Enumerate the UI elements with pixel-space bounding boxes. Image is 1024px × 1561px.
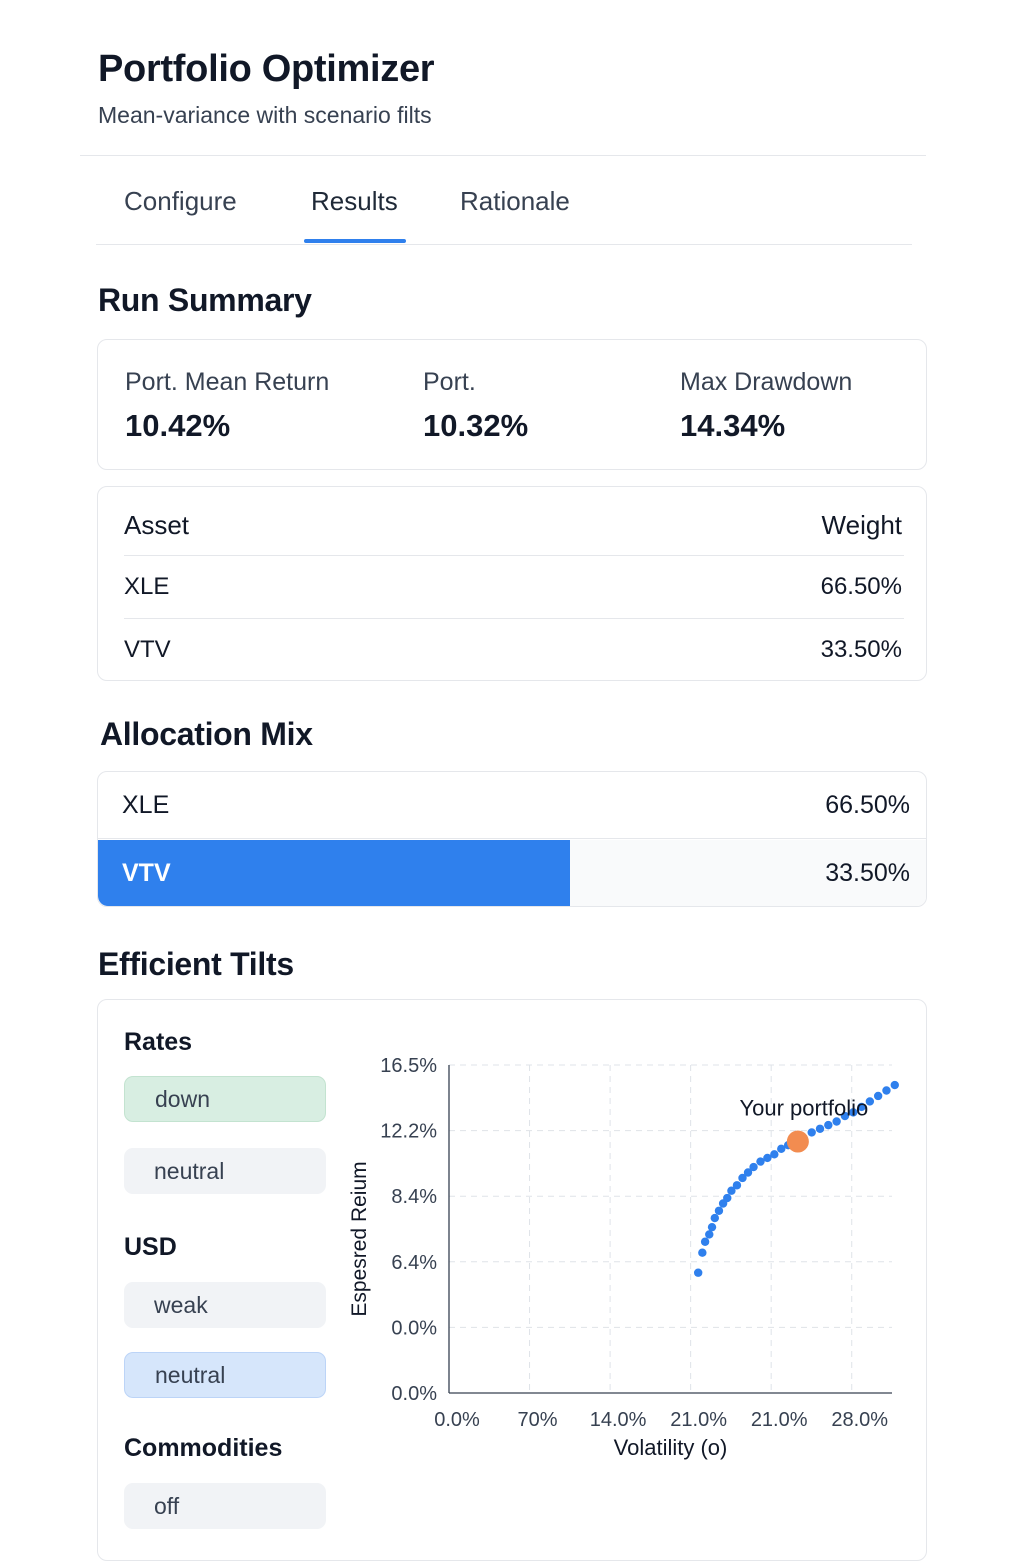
active-tab-indicator xyxy=(304,239,406,243)
frontier-point xyxy=(698,1248,707,1257)
efficient-tilts-card: Rates down neutral USD weak neutral Comm… xyxy=(97,999,927,1561)
frontier-point xyxy=(807,1128,816,1137)
tab-rationale[interactable]: Rationale xyxy=(460,186,570,216)
frontier-point xyxy=(693,1268,703,1277)
tilt-option-rates-neutral[interactable]: neutral xyxy=(124,1148,326,1194)
frontier-point xyxy=(815,1124,825,1133)
table-header-row: Asset Weight xyxy=(124,493,904,556)
x-tick-label: 70% xyxy=(518,1409,558,1431)
frontier-point xyxy=(710,1213,719,1223)
frontier-point xyxy=(770,1150,779,1159)
stat-max-drawdown-value: 14.34% xyxy=(680,408,786,443)
stat-max-drawdown-label: Max Drawdown xyxy=(680,368,853,396)
column-header-asset: Asset xyxy=(124,510,190,540)
x-tick-label: 21.0% xyxy=(670,1409,727,1431)
frontier-point xyxy=(749,1162,758,1172)
y-tick-label: 16.5% xyxy=(380,1055,437,1077)
tilt-group-commodities-title: Commodities xyxy=(124,1434,283,1462)
allocation-row-vtv: VTV 33.50% xyxy=(98,840,926,906)
frontier-point xyxy=(743,1168,753,1177)
allocation-row-xle: XLE 66.50% xyxy=(98,772,926,839)
allocation-asset-name: VTV xyxy=(122,859,171,887)
frontier-point xyxy=(849,1108,858,1117)
x-axis-title: Volatility (o) xyxy=(614,1435,728,1460)
frontier-point xyxy=(857,1102,866,1112)
page-subtitle: Mean-variance with scenario filts xyxy=(98,102,432,128)
header-divider xyxy=(80,155,926,156)
column-header-weight: Weight xyxy=(821,510,902,540)
allocation-bar-vtv xyxy=(98,840,570,906)
frontier-point xyxy=(840,1111,850,1121)
frontier-point xyxy=(824,1120,833,1130)
asset-cell: XLE xyxy=(124,573,170,600)
x-tick-label: 21.0% xyxy=(751,1409,808,1431)
stat-port-value: 10.32% xyxy=(423,408,529,443)
frontier-point xyxy=(882,1086,891,1095)
weight-cell: 33.50% xyxy=(820,636,902,663)
efficient-tilts-title: Efficient Tilts xyxy=(98,946,294,982)
your-portfolio-marker xyxy=(786,1130,809,1153)
frontier-point xyxy=(756,1157,765,1166)
allocation-asset-name: XLE xyxy=(122,791,170,819)
stat-port-label: Port. xyxy=(423,368,476,396)
frontier-point xyxy=(777,1144,786,1154)
weight-cell: 66.50% xyxy=(820,573,902,600)
frontier-point xyxy=(732,1181,742,1190)
tilt-option-usd-neutral[interactable]: neutral xyxy=(124,1352,326,1398)
x-tick-label: 28.0% xyxy=(831,1409,888,1431)
frontier-point xyxy=(865,1097,875,1106)
allocation-asset-value: 66.50% xyxy=(825,791,910,819)
frontier-point xyxy=(738,1173,747,1183)
table-row: XLE 66.50% xyxy=(124,556,904,619)
frontier-point xyxy=(890,1080,899,1090)
y-tick-label: 6.4% xyxy=(391,1252,437,1274)
weights-table: Asset Weight XLE 66.50% VTV 33.50% xyxy=(97,486,927,681)
tilt-group-usd-title: USD xyxy=(124,1233,177,1261)
stat-mean-return-label: Port. Mean Return xyxy=(125,368,330,396)
tilt-option-usd-weak[interactable]: weak xyxy=(124,1282,326,1328)
y-tick-label: 12.2% xyxy=(380,1121,437,1143)
allocation-asset-value: 33.50% xyxy=(825,859,910,887)
frontier-point xyxy=(873,1091,883,1101)
efficient-frontier-chart: 16.5% 12.2% 8.4% 6.4% 0.0% 0.0% 0.0% 70% 14.0% 21… xyxy=(348,1055,899,1460)
run-summary-card: Port. Mean Return 10.42% Port. 10.32% Ma… xyxy=(97,339,927,470)
x-tick-label: 0.0% xyxy=(434,1409,480,1431)
frontier-point xyxy=(705,1230,714,1239)
frontier-point xyxy=(707,1222,717,1232)
frontier-point xyxy=(723,1193,732,1203)
y-tick-label: 0.0% xyxy=(391,1383,437,1405)
tilt-option-commodities-off[interactable]: off xyxy=(124,1483,326,1529)
y-tick-label: 8.4% xyxy=(391,1186,437,1208)
x-tick-label: 14.0% xyxy=(590,1409,647,1431)
frontier-point xyxy=(832,1117,841,1126)
asset-cell: VTV xyxy=(124,636,171,663)
frontier-point xyxy=(714,1206,724,1215)
tab-bar: Configure Results Rationale xyxy=(96,170,912,245)
stat-mean-return-value: 10.42% xyxy=(125,408,231,443)
frontier-point xyxy=(727,1186,736,1195)
run-summary-title: Run Summary xyxy=(98,282,312,318)
y-axis-title: Espesred Reium xyxy=(348,1161,371,1316)
tilt-option-rates-down[interactable]: down xyxy=(124,1076,326,1122)
allocation-mix-title: Allocation Mix xyxy=(100,716,313,752)
frontier-point xyxy=(763,1153,772,1163)
your-portfolio-label: Your portfolio xyxy=(739,1096,868,1121)
allocation-mix-card: XLE 66.50% VTV 33.50% xyxy=(97,771,927,907)
tilt-group-rates-title: Rates xyxy=(124,1028,193,1056)
y-tick-label: 0.0% xyxy=(391,1317,437,1339)
tab-results[interactable]: Results xyxy=(311,186,398,216)
tab-configure[interactable]: Configure xyxy=(124,186,237,216)
frontier-point xyxy=(700,1237,710,1246)
table-row: VTV 33.50% xyxy=(124,619,904,681)
page-title: Portfolio Optimizer xyxy=(98,48,435,90)
